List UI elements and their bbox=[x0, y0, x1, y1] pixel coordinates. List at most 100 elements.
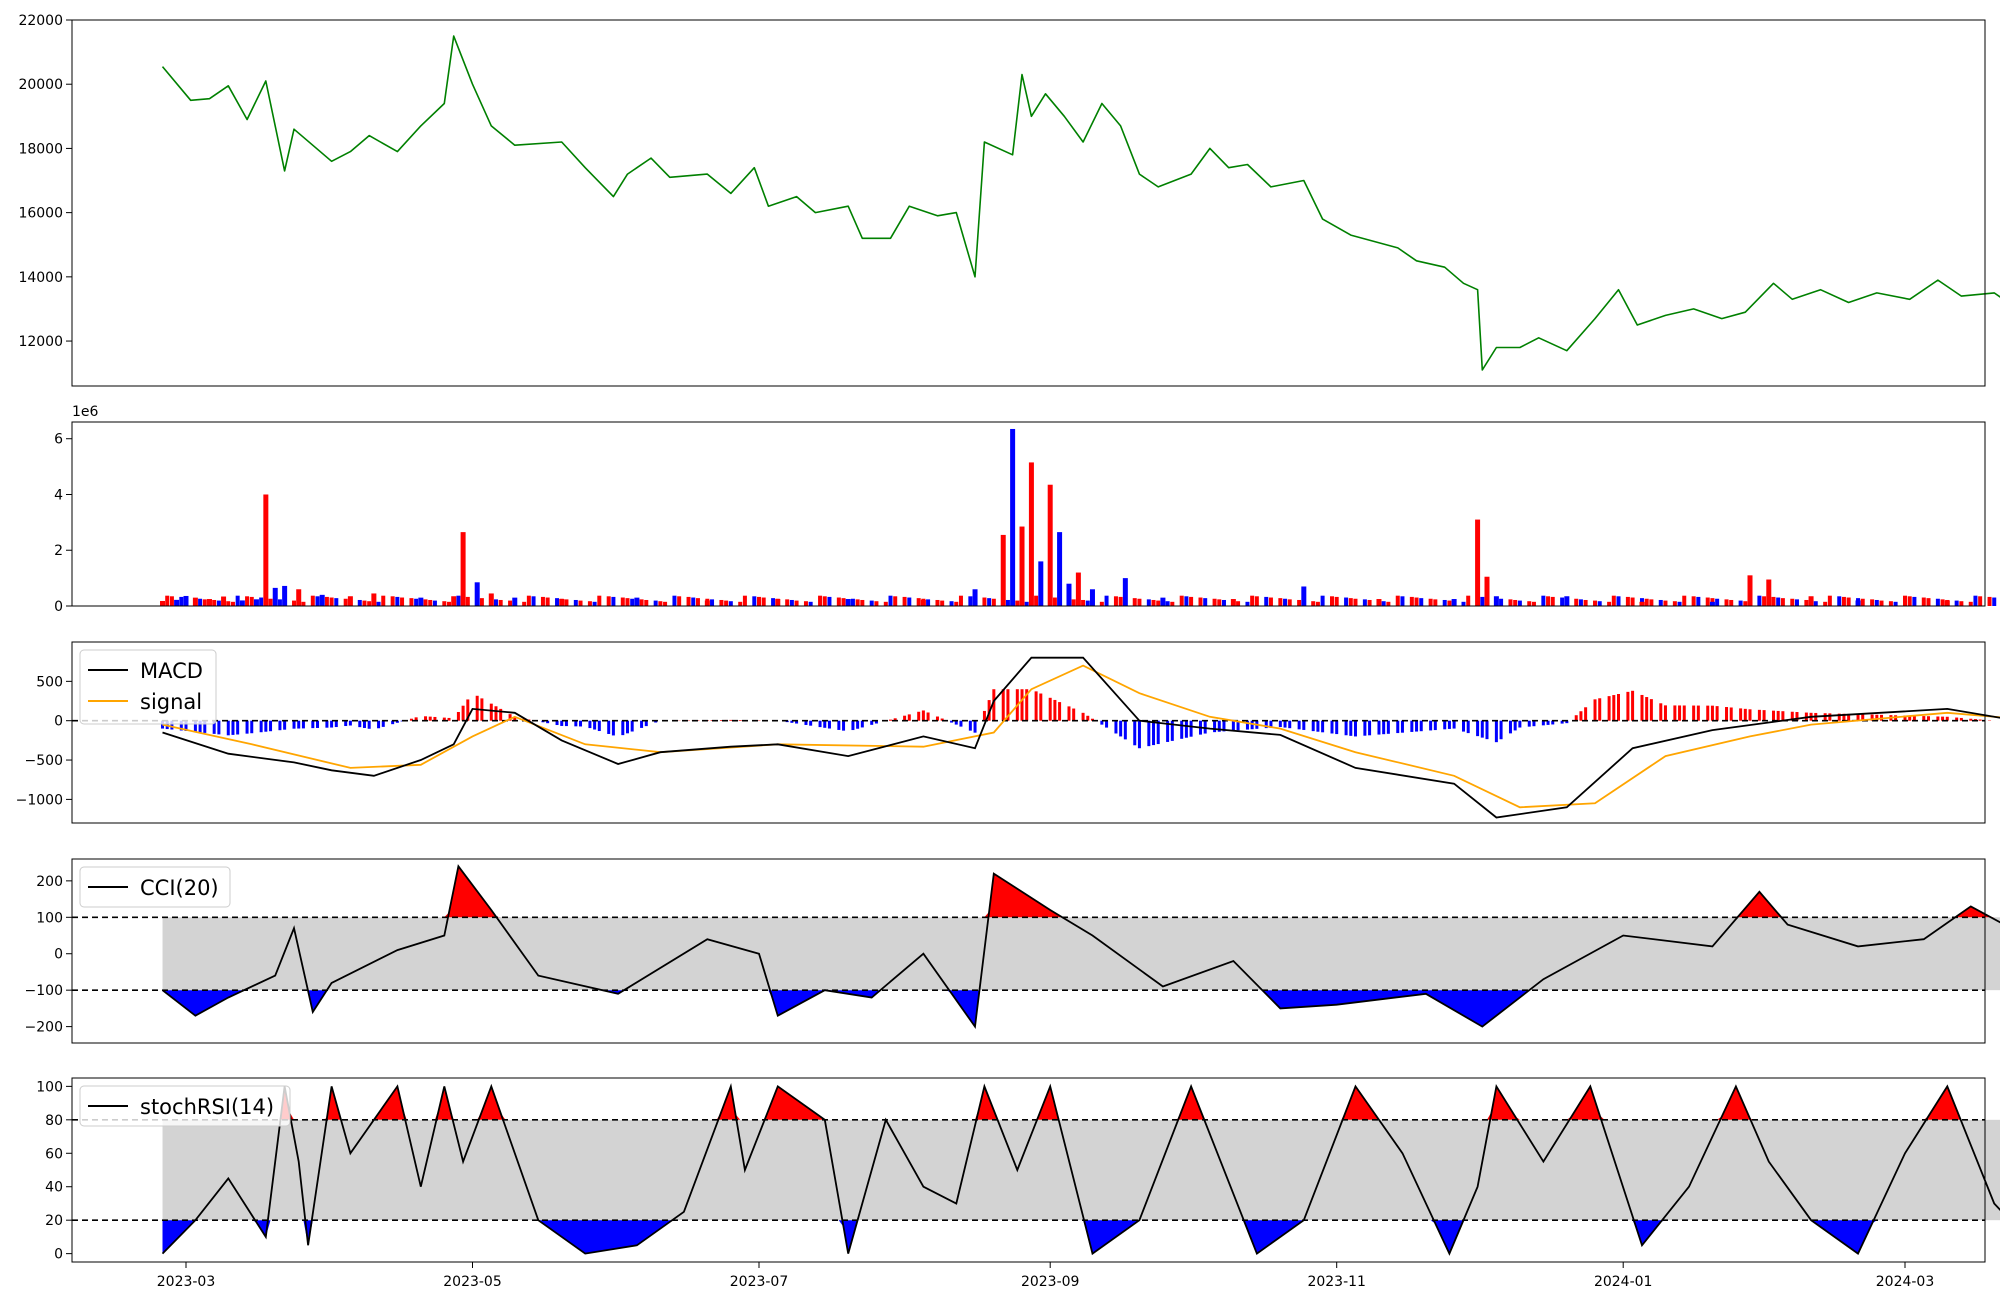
volume-bar bbox=[423, 599, 428, 606]
volume-bar bbox=[1597, 601, 1602, 606]
macd-histogram-bar bbox=[344, 720, 348, 727]
macd-histogram-bar bbox=[231, 720, 235, 735]
volume-bar bbox=[1301, 586, 1307, 606]
macd-histogram-bar bbox=[917, 711, 921, 721]
volume-bar bbox=[1992, 597, 1997, 606]
volume-frame bbox=[71, 421, 1986, 607]
macd-histogram-bar bbox=[1072, 708, 1076, 721]
volume-bar bbox=[1705, 597, 1710, 606]
macd-histogram-bar bbox=[1795, 712, 1799, 721]
volume-bar bbox=[343, 598, 348, 606]
volume-bar bbox=[719, 599, 724, 606]
volume-bar bbox=[1189, 596, 1194, 606]
cci-ytick-label: 100 bbox=[36, 910, 63, 926]
volume-bar bbox=[869, 600, 874, 606]
cci-legend: CCI(20) bbox=[79, 866, 231, 908]
macd-histogram-bar bbox=[1856, 714, 1860, 721]
macd-histogram-bar bbox=[1086, 715, 1090, 721]
volume-bar bbox=[1151, 599, 1156, 606]
cci-ytick-label: 0 bbox=[54, 947, 63, 963]
price-ytick-label: 20000 bbox=[18, 77, 63, 93]
volume-bar bbox=[742, 595, 747, 606]
volume-bar bbox=[1771, 596, 1776, 606]
x-tick-label: 2023-05 bbox=[443, 1274, 502, 1290]
volume-bar bbox=[1484, 576, 1490, 606]
volume-bar bbox=[1944, 600, 1950, 606]
volume-bar bbox=[695, 598, 700, 606]
volume-bar bbox=[620, 597, 625, 606]
volume-bar bbox=[545, 597, 550, 606]
macd-histogram-bar bbox=[1020, 689, 1024, 721]
volume-bar bbox=[1846, 597, 1851, 606]
macd-histogram-bar bbox=[1386, 720, 1390, 734]
volume-bar bbox=[686, 596, 691, 606]
macd-histogram-bar bbox=[593, 720, 597, 730]
macd-histogram-bar bbox=[1316, 720, 1320, 732]
volume-bar bbox=[1747, 575, 1753, 606]
volume-bar bbox=[310, 595, 315, 606]
volume-bar bbox=[390, 596, 395, 606]
volume-bar bbox=[212, 599, 217, 606]
macd-histogram-bar bbox=[1466, 720, 1470, 734]
volume-bar bbox=[1081, 599, 1086, 606]
volume-bar bbox=[1395, 595, 1400, 606]
volume-bar bbox=[920, 599, 926, 606]
volume-bar bbox=[1376, 599, 1382, 606]
volume-bar bbox=[611, 596, 616, 606]
volume-bar bbox=[1075, 572, 1081, 606]
volume-bar bbox=[447, 601, 452, 606]
macd-histogram-bar bbox=[579, 720, 583, 727]
macd-histogram-bar bbox=[1513, 720, 1517, 731]
macd-histogram-bar bbox=[1706, 705, 1710, 721]
macd-histogram-bar bbox=[959, 720, 963, 727]
macd-histogram-bar bbox=[1133, 720, 1137, 746]
macd-histogram-bar bbox=[212, 720, 216, 734]
macd-histogram-bar bbox=[1480, 720, 1484, 738]
macd-histogram-bar bbox=[466, 699, 470, 721]
macd-histogram-bar bbox=[621, 720, 625, 736]
macd-histogram-bar bbox=[1565, 720, 1569, 724]
volume-bar bbox=[1729, 599, 1734, 606]
volume-bar bbox=[1217, 599, 1222, 606]
macd-histogram-bar bbox=[1903, 715, 1907, 721]
volume-bar bbox=[1113, 596, 1118, 606]
macd-histogram-bar bbox=[555, 720, 559, 726]
macd-histogram-bar bbox=[809, 720, 813, 726]
price-ytick-label: 22000 bbox=[18, 13, 63, 29]
volume-bar bbox=[1311, 601, 1316, 606]
volume-bar bbox=[442, 601, 447, 606]
volume-bar bbox=[1428, 598, 1433, 606]
volume-bar bbox=[428, 599, 433, 606]
volume-bar bbox=[1447, 600, 1452, 606]
macd-histogram-bar bbox=[1828, 713, 1832, 721]
volume-bar bbox=[1184, 596, 1189, 606]
macd-histogram-bar bbox=[1105, 720, 1109, 728]
volume-bar bbox=[465, 596, 470, 606]
macd-histogram-bar bbox=[940, 718, 944, 721]
volume-bar bbox=[508, 600, 513, 606]
volume-bar bbox=[1672, 601, 1677, 606]
volume-bar bbox=[845, 599, 851, 606]
volume-bar bbox=[663, 601, 668, 606]
macd-histogram-bar bbox=[217, 720, 221, 735]
volume-bar bbox=[841, 598, 846, 606]
volume-bar bbox=[578, 600, 583, 606]
volume-bar bbox=[179, 596, 184, 606]
macd-histogram-bar bbox=[1001, 689, 1005, 721]
macd-histogram-bar bbox=[907, 714, 911, 721]
stochrsi-legend-box bbox=[79, 1085, 291, 1127]
volume-bar bbox=[1170, 601, 1175, 606]
volume-bar bbox=[1320, 595, 1325, 606]
macd-histogram-bar bbox=[433, 716, 437, 721]
volume-bar bbox=[1870, 599, 1875, 606]
volume-bar bbox=[1593, 600, 1598, 606]
volume-bar bbox=[418, 597, 424, 606]
volume-bar bbox=[362, 600, 367, 606]
volume-bar bbox=[239, 600, 245, 606]
volume-panel: 0 2 4 6 1e6 bbox=[54, 404, 1997, 615]
volume-bar bbox=[1315, 601, 1320, 606]
macd-histogram-bar bbox=[1349, 720, 1353, 736]
macd-panel: −1000 −500 0 500 MACD signal bbox=[16, 641, 2000, 824]
volume-bar bbox=[1348, 598, 1353, 606]
macd-histogram-bar bbox=[330, 720, 334, 728]
